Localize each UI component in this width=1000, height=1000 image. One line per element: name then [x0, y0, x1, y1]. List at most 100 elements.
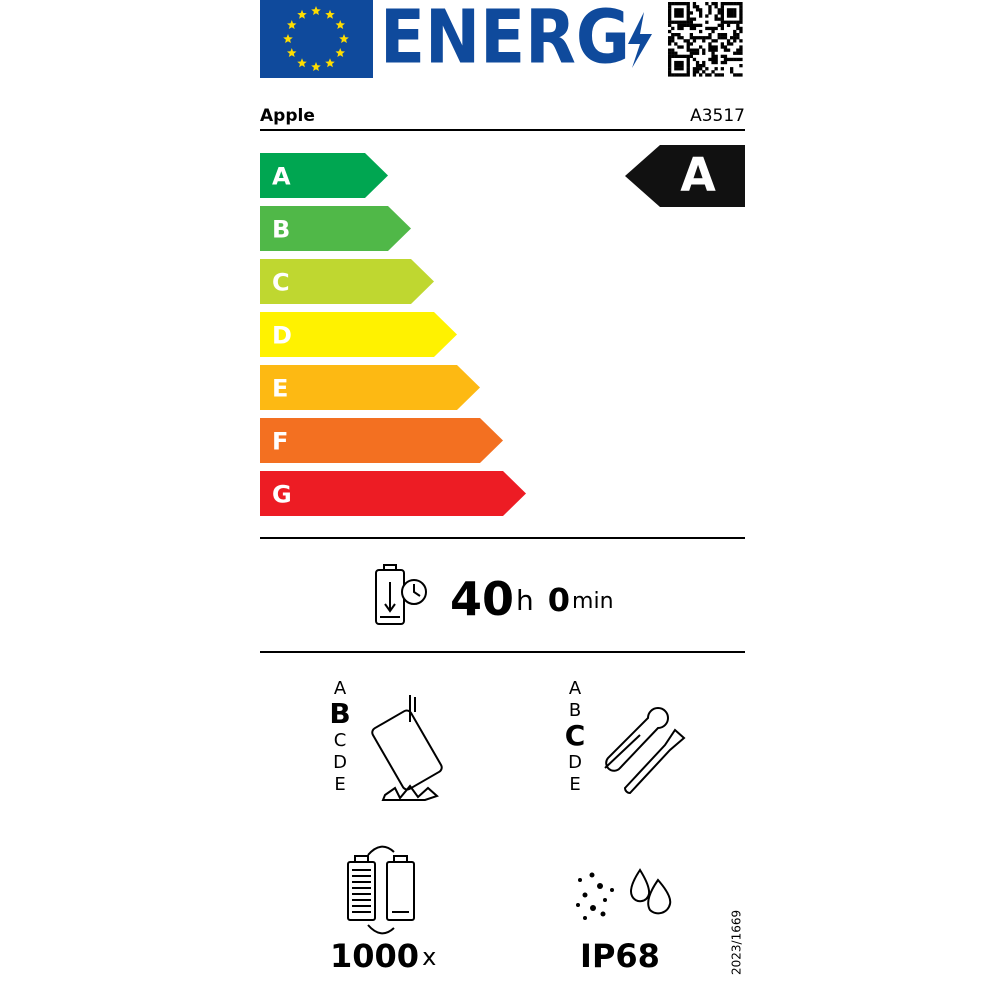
qr-module	[717, 8, 721, 12]
qr-module	[680, 45, 684, 49]
ingress-protection: IP68	[580, 937, 660, 975]
qr-module	[714, 45, 718, 49]
scale-letter: E	[334, 774, 345, 795]
qr-module	[668, 5, 672, 9]
eu-star	[335, 20, 345, 29]
qr-module	[714, 48, 718, 52]
qr-module	[686, 14, 690, 18]
qr-module	[680, 60, 684, 65]
minutes: 0	[548, 581, 570, 619]
qr-module	[683, 23, 687, 27]
qr-module	[708, 8, 712, 12]
qr-module	[720, 45, 724, 49]
qr-module	[726, 23, 731, 27]
qr-module	[692, 48, 697, 52]
qr-module	[692, 36, 697, 40]
qr-module	[708, 45, 712, 49]
qr-module	[708, 48, 712, 52]
qr-code	[668, 2, 743, 77]
qr-module	[726, 48, 731, 52]
qr-module	[680, 2, 684, 6]
cycles-value: 1000	[330, 937, 419, 975]
qr-module	[686, 73, 690, 77]
qr-module	[692, 23, 697, 27]
qr-module	[739, 26, 743, 31]
qr-module	[677, 20, 681, 24]
qr-module	[720, 54, 724, 58]
qr-module	[674, 2, 678, 6]
eu-star	[287, 20, 297, 29]
qr-module	[668, 64, 672, 68]
qr-module	[677, 73, 681, 77]
qr-module	[720, 2, 724, 6]
qr-module	[674, 54, 678, 58]
qr-module	[674, 8, 678, 12]
qr-module	[702, 60, 706, 65]
qr-module	[671, 36, 675, 40]
hours-unit: h	[516, 584, 534, 617]
eu-star	[287, 48, 297, 57]
qr-module	[668, 70, 672, 74]
qr-module	[733, 29, 737, 34]
qr-module	[739, 20, 743, 24]
rating-letter: A	[680, 148, 716, 202]
qr-module	[699, 67, 703, 71]
qr-module	[677, 67, 681, 71]
qr-module	[711, 54, 715, 58]
drop-icon	[371, 695, 443, 801]
qr-module	[714, 14, 718, 18]
qr-module	[720, 26, 724, 31]
qr-module	[674, 73, 678, 77]
qr-module	[680, 54, 684, 58]
cycles-unit: x	[422, 943, 436, 971]
qr-module	[714, 67, 718, 71]
qr-module	[708, 57, 712, 62]
eu-star	[283, 34, 293, 43]
qr-module	[699, 36, 703, 40]
qr-module	[686, 67, 690, 71]
qr-module	[717, 73, 721, 77]
eu-star	[311, 62, 321, 71]
qr-module	[689, 54, 693, 58]
qr-module	[726, 39, 731, 43]
qr-module	[692, 70, 697, 74]
qr-module	[733, 8, 737, 12]
qr-module	[711, 45, 715, 49]
qr-module	[692, 5, 697, 9]
qr-module	[736, 73, 740, 77]
qr-module	[730, 70, 734, 74]
hours: 40	[450, 572, 514, 626]
qr-module	[671, 73, 675, 77]
qr-module	[686, 8, 690, 12]
qr-module	[683, 2, 687, 6]
qr-module	[720, 5, 724, 9]
eu-star	[325, 9, 335, 19]
qr-module	[702, 70, 706, 74]
qr-module	[739, 14, 743, 18]
qr-module	[668, 17, 672, 21]
qr-module	[736, 57, 740, 62]
qr-module	[726, 11, 731, 15]
qr-module	[723, 54, 728, 58]
qr-module	[689, 23, 693, 27]
qr-module	[739, 45, 743, 49]
qr-module	[720, 23, 724, 27]
battery-icon	[375, 564, 427, 625]
qr-module	[730, 42, 734, 46]
qr-module	[711, 26, 715, 31]
scale-letter: D	[568, 752, 582, 773]
qr-module	[689, 20, 693, 24]
eu-star	[335, 48, 345, 57]
qr-module	[692, 2, 697, 6]
class-letter: B	[272, 216, 290, 244]
qr-module	[677, 23, 681, 27]
qr-module	[714, 39, 718, 43]
qr-module	[677, 11, 681, 15]
scale-letter-selected: C	[565, 719, 586, 752]
qr-module	[680, 11, 684, 15]
qr-module	[730, 14, 734, 18]
qr-module	[683, 20, 687, 24]
qr-module	[683, 54, 687, 58]
qr-module	[689, 33, 693, 37]
qr-module	[674, 51, 678, 55]
